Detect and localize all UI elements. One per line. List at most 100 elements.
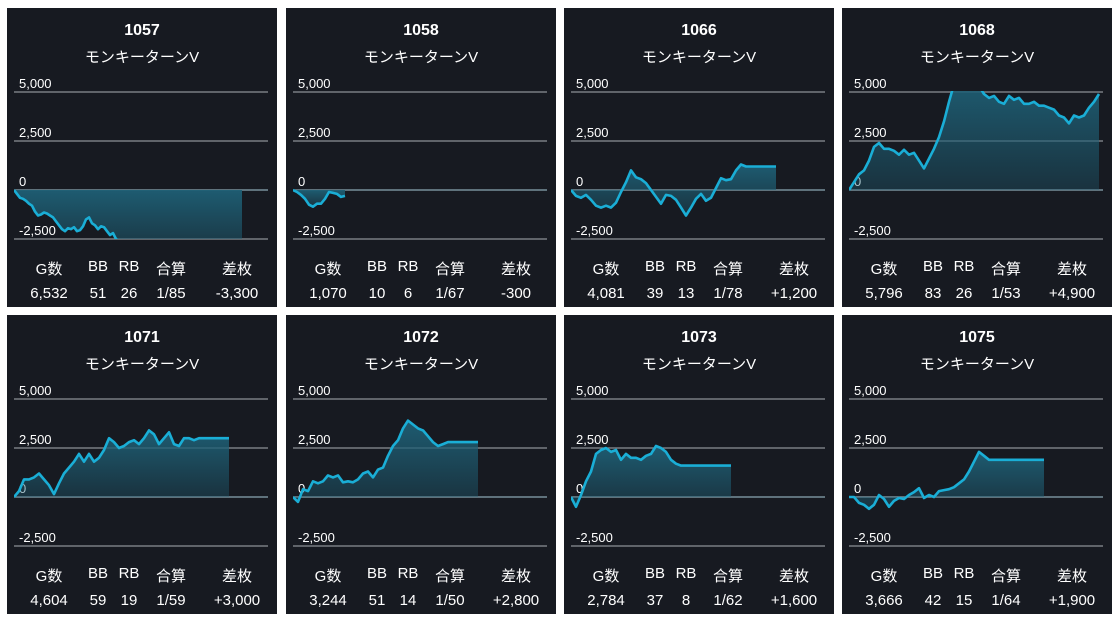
machine-number: 1075 (959, 329, 995, 346)
stat-header-combined: 合算 (155, 261, 187, 278)
stat-value-diff: +3,000 (213, 592, 261, 609)
y-tick-label: 2,500 (854, 125, 887, 140)
series-line (849, 450, 1044, 511)
stat-header-games: G数 (592, 261, 620, 278)
machine-card[interactable]: 1071モンキーターンV5,0002,5000-2,500G数4,604BB59… (7, 315, 277, 614)
stat-header-games: G数 (35, 568, 63, 585)
stat-header-diff: 差枚 (778, 568, 810, 585)
stat-value-bb: 51 (368, 592, 386, 609)
y-tick-label: 0 (576, 174, 583, 189)
stat-value-diff: +4,900 (1048, 285, 1096, 302)
stat-value-bb: 83 (924, 285, 942, 302)
stat-header-games: G数 (314, 568, 342, 585)
stat-header-rb: RB (953, 565, 975, 582)
stat-value-games: 6,532 (30, 285, 68, 302)
stat-value-bb: 39 (646, 285, 664, 302)
y-tick-label: 0 (298, 481, 305, 496)
stat-value-bb: 42 (924, 592, 942, 609)
series-line (571, 163, 776, 217)
stat-value-diff: +2,800 (492, 592, 540, 609)
stat-header-rb: RB (675, 258, 697, 275)
stat-value-games: 3,244 (309, 592, 347, 609)
stat-value-combined: 1/62 (713, 592, 743, 609)
series-line (571, 444, 731, 509)
machine-number: 1072 (403, 329, 439, 346)
series-area (293, 190, 345, 207)
stat-value-games: 4,604 (30, 592, 68, 609)
machine-card[interactable]: 1073 モンキーターンV 5,000 2,500 0 -2,500 G数 2,784 BB 37… (564, 315, 834, 614)
y-tick-label: 5,000 (854, 76, 887, 91)
series-area (14, 430, 229, 497)
machine-card[interactable]: 1068モンキーターンV5,0002,5000-2,500G数5,796BB83… (842, 8, 1112, 307)
y-tick-label: 2,500 (298, 125, 331, 140)
machine-model: モンキーターンV (919, 356, 1035, 373)
machine-model: モンキーターンV (641, 49, 757, 66)
stat-value-bb: 51 (89, 285, 107, 302)
machine-card[interactable]: 1057 モンキーターンV 5,000 2,500 0 -2,500 G数 6,532 BB 51… (7, 8, 277, 307)
stat-value-games: 3,666 (865, 592, 903, 609)
stat-header-games: G数 (870, 568, 898, 585)
stat-header-bb: BB (366, 258, 388, 275)
machine-number: 1066 (681, 22, 717, 39)
machine-number: 1068 (959, 22, 995, 39)
y-tick-label: 2,500 (576, 125, 609, 140)
y-tick-label: -2,500 (19, 530, 56, 545)
machine-card[interactable]: 1075 モンキーターンV 5,000 2,500 0 -2,500 G数 3,666 BB 42… (842, 315, 1112, 614)
stat-header-bb: BB (87, 565, 109, 582)
machine-model: モンキーターンV (84, 49, 200, 66)
stat-header-rb: RB (118, 565, 140, 582)
stat-header-combined: 合算 (434, 568, 466, 585)
stat-value-combined: 1/53 (991, 285, 1021, 302)
machine-card[interactable]: 1072 モンキーターンV 5,000 2,500 0 -2,500 G数 3,244 BB 51… (286, 315, 556, 614)
stat-header-combined: 合算 (712, 568, 744, 585)
stat-header-combined: 合算 (990, 568, 1022, 585)
stat-header-diff: 差枚 (1056, 568, 1088, 585)
series-area (849, 451, 1044, 509)
stat-header-bb: BB (644, 258, 666, 275)
machine-card[interactable]: 1066 モンキーターンV 5,000 2,500 0 -2,500 G数 4,081 BB 39… (564, 8, 834, 307)
machine-model: モンキーターンV (84, 356, 200, 373)
y-tick-label: 0 (298, 174, 305, 189)
y-tick-label: 2,500 (19, 125, 52, 140)
y-tick-label: -2,500 (576, 530, 613, 545)
stat-header-bb: BB (922, 258, 944, 275)
series-line (14, 429, 229, 498)
y-tick-label: -2,500 (19, 223, 56, 238)
machine-number: 1073 (681, 329, 717, 346)
series-area (571, 446, 731, 507)
stat-header-games: G数 (592, 568, 620, 585)
series-line (849, 91, 1101, 191)
stat-value-rb: 19 (120, 592, 138, 609)
stat-header-combined: 合算 (990, 261, 1022, 278)
stat-header-bb: BB (922, 565, 944, 582)
machine-number: 1057 (124, 22, 160, 39)
y-tick-label: -2,500 (854, 223, 891, 238)
y-tick-label: 2,500 (576, 432, 609, 447)
machine-card[interactable]: 1058 モンキーターンV 5,000 2,500 0 -2,500 G数 1,070 BB 10… (286, 8, 556, 307)
y-tick-label: 0 (576, 481, 583, 496)
stat-value-bb: 10 (368, 285, 386, 302)
stat-value-combined: 1/50 (435, 592, 465, 609)
y-tick-label: 5,000 (19, 76, 52, 91)
machine-model: モンキーターンV (919, 49, 1035, 66)
stat-header-diff: 差枚 (500, 261, 532, 278)
y-tick-label: 2,500 (19, 432, 52, 447)
stat-header-combined: 合算 (155, 568, 187, 585)
stat-value-diff: -3,300 (215, 285, 259, 302)
stat-value-games: 4,081 (587, 285, 625, 302)
stat-value-games: 2,784 (587, 592, 625, 609)
stat-value-rb: 14 (399, 592, 417, 609)
machine-number: 1058 (403, 22, 439, 39)
stat-value-combined: 1/78 (713, 285, 743, 302)
series-area (571, 164, 776, 216)
stat-header-rb: RB (675, 565, 697, 582)
series-line (14, 189, 119, 239)
y-tick-label: 5,000 (576, 76, 609, 91)
stat-value-combined: 1/59 (156, 592, 186, 609)
